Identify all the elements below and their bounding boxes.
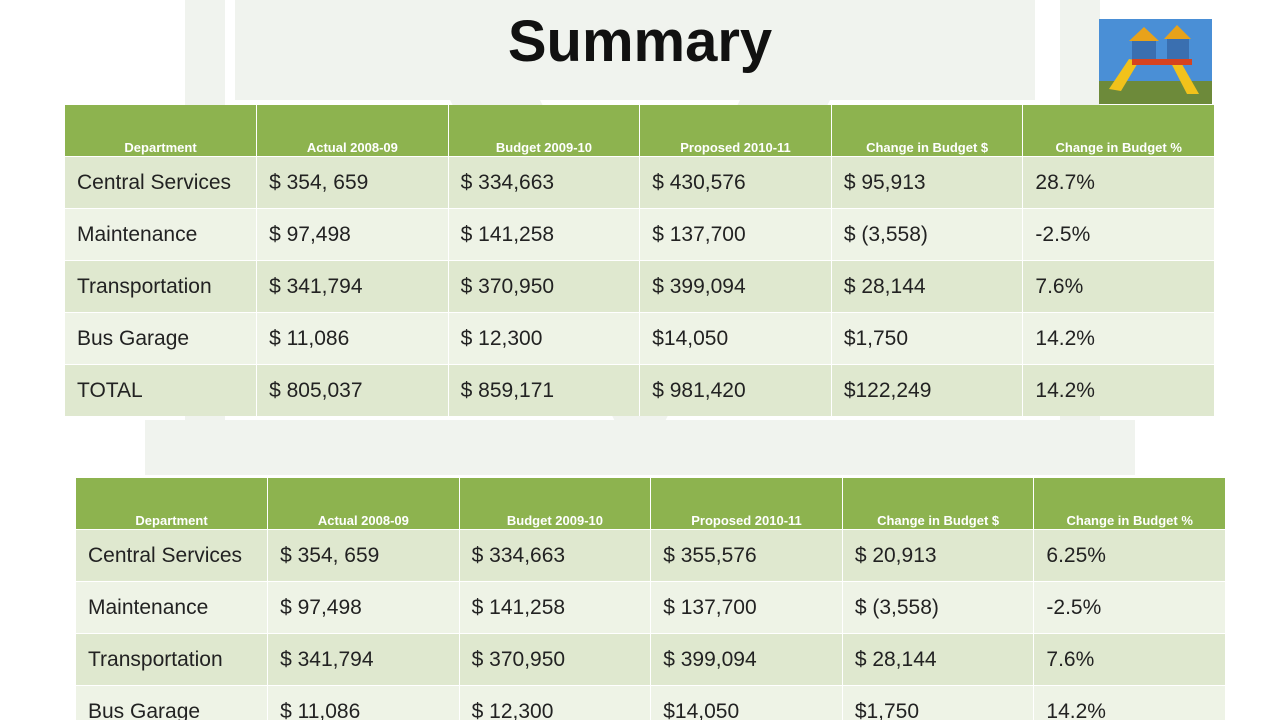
table-cell: $ 805,037 — [256, 364, 449, 416]
table-row: Bus Garage $ 11,086 $ 12,300 $14,050 $1,750 1… — [76, 685, 1226, 720]
table-cell: Central Services — [65, 156, 258, 209]
table-cell: 6.25% — [1033, 529, 1226, 582]
table-cell: $ 859,171 — [448, 364, 641, 416]
table-cell: $ 95,913 — [831, 156, 1024, 209]
table-row: Bus Garage $ 11,086 $ 12,300 $14,050 $1,750 1… — [65, 312, 1215, 365]
column-header: Change in Budget $ — [831, 105, 1024, 157]
column-header: Actual 2008-09 — [256, 105, 449, 157]
table-row: Transportation $ 341,794 $ 370,950 $ 399,09… — [65, 260, 1215, 313]
table-cell: $122,249 — [831, 364, 1024, 416]
table-cell: Maintenance — [65, 208, 258, 261]
table-cell: -2.5% — [1022, 208, 1215, 261]
table-cell: -2.5% — [1033, 581, 1226, 634]
table-cell: $ 334,663 — [459, 529, 652, 582]
table-row: Maintenance $ 97,498 $ 141,258 $ 137,700 $ (… — [65, 208, 1215, 261]
table-cell: Maintenance — [76, 581, 269, 634]
table-cell: $ 341,794 — [267, 633, 460, 686]
table-cell: 7.6% — [1022, 260, 1215, 313]
table-cell: 28.7% — [1022, 156, 1215, 209]
table-cell: $ 370,950 — [459, 633, 652, 686]
table-cell: Transportation — [65, 260, 258, 313]
table-cell: $ 334,663 — [448, 156, 641, 209]
title: Summary — [507, 9, 773, 74]
table-cell: $ 430,576 — [639, 156, 832, 209]
table-cell: 14.2% — [1033, 685, 1226, 720]
table-cell: $ 399,094 — [639, 260, 832, 313]
table-cell: $ 28,144 — [831, 260, 1024, 313]
column-header: Budget 2009-10 — [448, 105, 641, 157]
column-header: Proposed 2010-11 — [650, 478, 843, 530]
column-header: Change in Budget % — [1033, 478, 1226, 530]
budget-table: Department Actual 2008-09 Budget 2009-10 Pr… — [76, 478, 1226, 720]
table-cell: $ 354, 659 — [267, 529, 460, 582]
table-cell: $ 137,700 — [639, 208, 832, 261]
table-cell: $ 97,498 — [267, 581, 460, 634]
table-cell: Bus Garage — [76, 685, 269, 720]
column-header: Actual 2008-09 — [267, 478, 460, 530]
table-cell: $ 12,300 — [448, 312, 641, 365]
table-cell: $ 370,950 — [448, 260, 641, 313]
table-cell: TOTAL — [65, 364, 258, 416]
column-header: Department — [65, 105, 258, 157]
table-cell: $ 141,258 — [459, 581, 652, 634]
table-cell: 14.2% — [1022, 364, 1215, 416]
table-cell: $ 137,700 — [650, 581, 843, 634]
table-row: Transportation $ 341,794 $ 370,950 $ 399,09… — [76, 633, 1226, 686]
table-cell: $1,750 — [831, 312, 1024, 365]
table-cell: $1,750 — [842, 685, 1035, 720]
column-header: Budget 2009-10 — [459, 478, 652, 530]
table-cell: $14,050 — [650, 685, 843, 720]
table-cell: $ 28,144 — [842, 633, 1035, 686]
table-cell: 14.2% — [1022, 312, 1215, 365]
table-cell: $ (3,558) — [842, 581, 1035, 634]
table-cell: $ (3,558) — [831, 208, 1024, 261]
table-cell: $ 354, 659 — [256, 156, 449, 209]
table-cell: $ 355,576 — [650, 529, 843, 582]
column-header: Department — [76, 478, 269, 530]
header-row: Department Actual 2008-09 Budget 2009-10 Pr… — [65, 105, 1215, 157]
table-cell: $ 981,420 — [639, 364, 832, 416]
table-cell: $14,050 — [639, 312, 832, 365]
table-cell: $ 341,794 — [256, 260, 449, 313]
column-header: Change in Budget $ — [842, 478, 1035, 530]
table-row: Central Services $ 354, 659 $ 334,663 $ 430… — [65, 156, 1215, 209]
column-header: Change in Budget % — [1022, 105, 1215, 157]
table-cell: $ 20,913 — [842, 529, 1035, 582]
table-cell: $ 141,258 — [448, 208, 641, 261]
budget-table: Department Actual 2008-09 Budget 2009-10 Pr… — [65, 105, 1215, 416]
column-header: Proposed 2010-11 — [639, 105, 832, 157]
table-cell: $ 11,086 — [267, 685, 460, 720]
table-cell: 7.6% — [1033, 633, 1226, 686]
table-row: TOTAL $ 805,037 $ 859,171 $ 981,420 $122,249… — [65, 364, 1215, 416]
header-row: Department Actual 2008-09 Budget 2009-10 Pr… — [76, 478, 1226, 530]
table-cell: $ 97,498 — [256, 208, 449, 261]
table-cell: Central Services — [76, 529, 269, 582]
table-cell: Transportation — [76, 633, 269, 686]
table-row: Central Services $ 354, 659 $ 334,663 $ 355… — [76, 529, 1226, 582]
playground-photo — [1099, 19, 1212, 104]
table-cell: $ 12,300 — [459, 685, 652, 720]
table-row: Maintenance $ 97,498 $ 141,258 $ 137,700 $ (… — [76, 581, 1226, 634]
table-cell: $ 399,094 — [650, 633, 843, 686]
table-cell: Bus Garage — [65, 312, 258, 365]
table-cell: $ 11,086 — [256, 312, 449, 365]
